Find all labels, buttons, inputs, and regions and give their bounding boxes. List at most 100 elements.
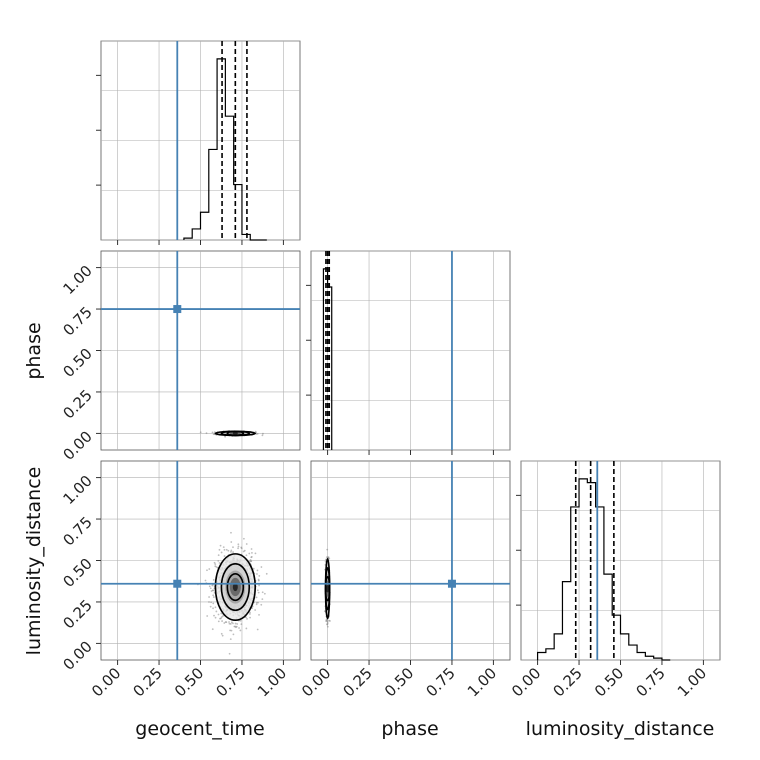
sample-point-geocent_time-luminosity_distance [232, 551, 234, 553]
sample-point-phase-luminosity_distance [326, 623, 329, 626]
sample-point-geocent_time-luminosity_distance [210, 590, 213, 592]
contour-geocent_time-luminosity_distance-2 [226, 572, 245, 602]
sample-point-geocent_time-luminosity_distance [209, 605, 212, 608]
truth-marker-geocent_time-luminosity_distance [173, 579, 182, 588]
sample-point-geocent_time-luminosity_distance [256, 628, 259, 631]
ytick-label-phase-0: 0.00 [59, 428, 95, 464]
contour-geocent_time-phase-2 [226, 430, 245, 437]
sample-point-geocent_time-phase [199, 431, 202, 434]
sample-point-geocent_time-luminosity_distance [208, 601, 210, 603]
histogram-luminosity_distance [536, 478, 671, 661]
sample-point-geocent_time-luminosity_distance [232, 546, 234, 549]
sample-point-geocent_time-luminosity_distance [256, 569, 259, 572]
sample-point-geocent_time-luminosity_distance [249, 616, 251, 619]
sample-point-geocent_time-luminosity_distance [249, 560, 252, 563]
xtick-label-geocent_time-4: 1.00 [254, 664, 290, 700]
sample-point-geocent_time-luminosity_distance [213, 561, 216, 564]
sample-point-geocent_time-luminosity_distance [218, 562, 221, 564]
sample-point-geocent_time-luminosity_distance [212, 579, 215, 581]
sample-point-geocent_time-luminosity_distance [256, 573, 258, 575]
sample-point-phase-luminosity_distance [329, 620, 331, 622]
sample-point-geocent_time-luminosity_distance [243, 537, 245, 540]
truth-marker-phase-luminosity_distance [447, 579, 456, 588]
sample-point-geocent_time-luminosity_distance [232, 633, 235, 636]
sample-point-geocent_time-luminosity_distance [227, 549, 230, 552]
sample-point-geocent_time-luminosity_distance [245, 616, 247, 619]
sample-point-geocent_time-luminosity_distance [235, 625, 238, 628]
sample-point-geocent_time-phase [205, 432, 208, 435]
sample-point-geocent_time-phase [262, 432, 264, 435]
sample-point-geocent_time-luminosity_distance [257, 579, 260, 582]
density-level-geocent_time-luminosity_distance-4 [232, 582, 238, 592]
sample-point-geocent_time-luminosity_distance [257, 591, 260, 594]
sample-point-phase-luminosity_distance [325, 619, 328, 622]
sample-point-geocent_time-luminosity_distance [220, 632, 223, 635]
sample-point-geocent_time-phase [212, 433, 215, 436]
sample-point-geocent_time-luminosity_distance [239, 619, 242, 622]
density-level-geocent_time-phase-4 [232, 431, 238, 435]
sample-point-phase-luminosity_distance [326, 548, 329, 551]
y-axis-label-phase: phase [23, 322, 45, 379]
sample-point-geocent_time-luminosity_distance [208, 596, 210, 598]
xtick-label-geocent_time-3: 0.75 [212, 664, 248, 700]
sample-point-geocent_time-luminosity_distance [222, 546, 225, 549]
sample-point-geocent_time-luminosity_distance [212, 596, 215, 598]
sample-point-geocent_time-luminosity_distance [249, 611, 251, 614]
sample-point-geocent_time-luminosity_distance [206, 615, 209, 617]
sample-point-geocent_time-luminosity_distance [217, 554, 220, 557]
sample-point-geocent_time-phase [261, 434, 264, 437]
sample-point-geocent_time-luminosity_distance [223, 548, 226, 551]
sample-point-geocent_time-luminosity_distance [221, 615, 224, 618]
sample-point-geocent_time-luminosity_distance [234, 625, 237, 628]
sample-point-geocent_time-luminosity_distance [211, 628, 214, 631]
sample-point-geocent_time-luminosity_distance [261, 591, 264, 594]
sample-point-geocent_time-luminosity_distance [218, 548, 221, 551]
sample-point-geocent_time-luminosity_distance [213, 614, 215, 617]
sample-point-geocent_time-luminosity_distance [223, 555, 226, 557]
sample-point-geocent_time-luminosity_distance [209, 587, 212, 590]
sample-point-geocent_time-luminosity_distance [217, 620, 220, 623]
sample-point-geocent_time-luminosity_distance [208, 568, 211, 570]
sample-point-geocent_time-luminosity_distance [214, 565, 217, 568]
sample-point-geocent_time-phase [224, 435, 226, 438]
sample-point-geocent_time-luminosity_distance [257, 601, 259, 604]
contour-geocent_time-luminosity_distance-0 [214, 553, 257, 621]
sample-point-geocent_time-luminosity_distance [219, 544, 222, 547]
sample-point-geocent_time-luminosity_distance [230, 541, 233, 543]
xtick-label-phase-1: 0.25 [340, 664, 376, 700]
sample-point-geocent_time-luminosity_distance [245, 543, 248, 545]
sample-point-geocent_time-luminosity_distance [230, 549, 233, 552]
sample-point-geocent_time-luminosity_distance [251, 551, 253, 554]
sample-point-geocent_time-luminosity_distance [230, 550, 232, 553]
xtick-label-luminosity_distance-1: 0.25 [550, 664, 586, 700]
sample-point-geocent_time-luminosity_distance [261, 598, 264, 601]
sample-point-geocent_time-luminosity_distance [255, 601, 258, 604]
sample-point-geocent_time-luminosity_distance [210, 601, 213, 604]
sample-point-geocent_time-luminosity_distance [248, 552, 251, 555]
ytick-label-phase-4: 1.00 [59, 262, 95, 298]
sample-point-geocent_time-luminosity_distance [217, 559, 220, 562]
xtick-label-luminosity_distance-2: 0.50 [591, 664, 627, 700]
sample-point-geocent_time-luminosity_distance [255, 596, 258, 599]
sample-point-geocent_time-luminosity_distance [223, 622, 226, 624]
ytick-label-luminosity_distance-4: 1.00 [59, 472, 95, 508]
sample-point-phase-luminosity_distance [327, 556, 329, 559]
ytick-label-phase-1: 0.25 [59, 386, 95, 422]
sample-point-geocent_time-luminosity_distance [250, 555, 253, 558]
sample-point-geocent_time-luminosity_distance [229, 623, 232, 625]
sample-point-geocent_time-luminosity_distance [234, 622, 237, 625]
xtick-label-phase-3: 0.75 [422, 664, 458, 700]
sample-point-geocent_time-luminosity_distance [225, 548, 228, 551]
sample-point-geocent_time-luminosity_distance [229, 629, 231, 632]
sample-point-geocent_time-luminosity_distance [219, 617, 221, 620]
sample-point-geocent_time-luminosity_distance [254, 609, 257, 611]
sample-point-geocent_time-luminosity_distance [256, 589, 259, 592]
sample-point-geocent_time-luminosity_distance [246, 617, 248, 620]
sample-point-geocent_time-luminosity_distance [212, 602, 215, 605]
sample-point-geocent_time-luminosity_distance [206, 569, 208, 572]
sample-point-phase-luminosity_distance [323, 610, 326, 613]
sample-point-geocent_time-luminosity_distance [212, 607, 214, 610]
sample-point-geocent_time-luminosity_distance [204, 579, 207, 582]
xtick-label-geocent_time-1: 0.25 [130, 664, 166, 700]
xtick-label-luminosity_distance-3: 0.75 [632, 664, 668, 700]
